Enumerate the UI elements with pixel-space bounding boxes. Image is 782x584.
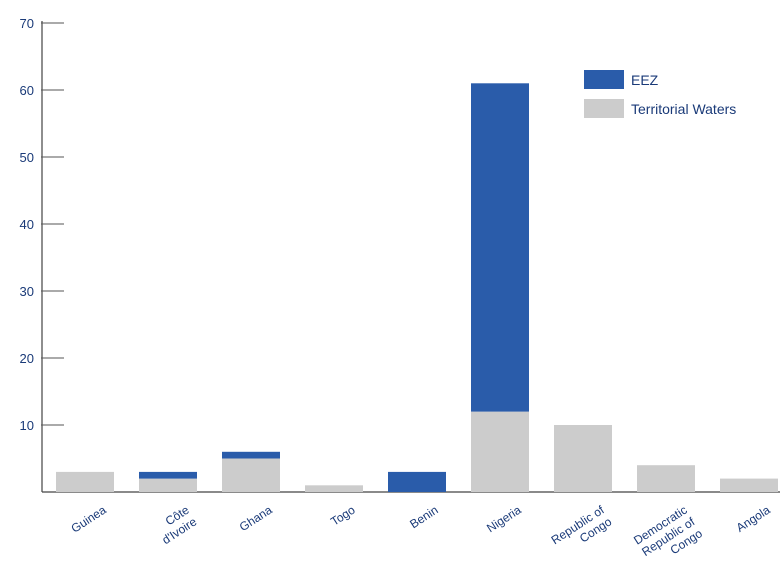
x-category-label: Togo	[328, 503, 358, 529]
y-tick-label: 50	[20, 150, 34, 165]
x-category-label-line: Nigeria	[484, 503, 524, 536]
bar-territorial-waters	[471, 411, 529, 492]
bar-territorial-waters	[554, 425, 612, 492]
y-tick-label: 60	[20, 83, 34, 98]
bar-eez	[222, 451, 280, 459]
bar-eez	[139, 471, 197, 479]
x-category-label: Ghana	[237, 503, 275, 535]
x-category-label: Benin	[407, 503, 440, 531]
x-category-label: Angola	[734, 503, 773, 535]
legend-label: Territorial Waters	[631, 101, 736, 117]
x-category-label: Guinea	[69, 503, 109, 536]
legend-swatch	[584, 70, 624, 89]
legend-swatch	[584, 99, 624, 118]
bars	[56, 83, 778, 492]
bar-territorial-waters	[139, 478, 197, 492]
y-tick-label: 20	[20, 351, 34, 366]
bar-territorial-waters	[222, 458, 280, 492]
x-category-label: Nigeria	[484, 503, 524, 536]
y-tick-label: 30	[20, 284, 34, 299]
legend: EEZ Territorial Waters	[584, 70, 736, 118]
bar-territorial-waters	[720, 478, 778, 492]
x-category-label-line: Guinea	[69, 503, 109, 536]
bar-eez	[471, 83, 529, 412]
x-category-label-line: Benin	[407, 503, 440, 531]
y-tick-label: 70	[20, 16, 34, 31]
bar-territorial-waters	[637, 465, 695, 492]
x-category-label-line: Angola	[734, 503, 773, 535]
legend-label: EEZ	[631, 72, 659, 88]
bar-territorial-waters	[56, 471, 114, 492]
bar-eez	[388, 471, 446, 492]
bar-territorial-waters	[305, 485, 363, 492]
axes: 10 20 30 40 50 60 70	[20, 16, 780, 493]
y-tick-label: 40	[20, 217, 34, 232]
x-category-label-line: Togo	[328, 503, 358, 529]
x-category-label-line: Ghana	[237, 503, 275, 535]
y-tick-label: 10	[20, 418, 34, 433]
